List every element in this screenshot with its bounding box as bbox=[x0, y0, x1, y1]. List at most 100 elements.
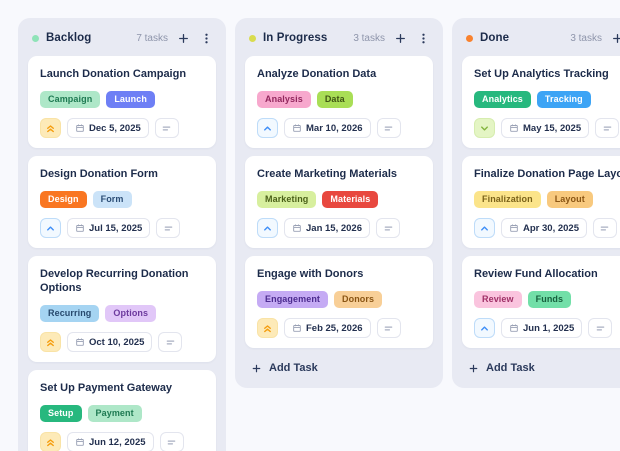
column-add-task-icon-button[interactable] bbox=[392, 30, 408, 46]
tag-list: Marketing Materials bbox=[257, 191, 421, 208]
tag: Form bbox=[92, 191, 132, 208]
due-date-badge: Feb 25, 2026 bbox=[284, 318, 371, 338]
calendar-icon bbox=[509, 323, 519, 333]
column-header: Done 3 tasks bbox=[462, 28, 620, 56]
column-title: Backlog bbox=[46, 32, 92, 44]
tag: Payment bbox=[87, 405, 142, 422]
calendar-icon bbox=[509, 223, 519, 233]
task-meta: Jun 12, 2025 bbox=[40, 432, 204, 451]
tag-list: Review Funds bbox=[474, 291, 620, 308]
column-menu-button[interactable] bbox=[198, 30, 214, 46]
column-menu-button[interactable] bbox=[415, 30, 431, 46]
task-meta: Mar 10, 2026 bbox=[257, 118, 421, 138]
column-status-dot bbox=[249, 34, 256, 42]
notes-badge bbox=[376, 318, 401, 338]
task-card[interactable]: Review Fund Allocation Review Funds Jun 1… bbox=[462, 256, 620, 348]
due-date-badge: Oct 10, 2025 bbox=[67, 332, 153, 352]
notes-icon bbox=[603, 126, 611, 130]
task-card[interactable]: Finalize Donation Page Layout Finalizati… bbox=[462, 156, 620, 248]
plus-icon bbox=[612, 33, 620, 43]
task-card[interactable]: Design Donation Form Design Form Jul 15, … bbox=[28, 156, 216, 248]
task-card[interactable]: Develop Recurring Donation Options Recur… bbox=[28, 256, 216, 362]
tag: Materials bbox=[322, 191, 379, 208]
column-header: Backlog 7 tasks bbox=[28, 28, 216, 56]
notes-icon bbox=[601, 226, 609, 230]
column-header: In Progress 3 tasks bbox=[245, 28, 433, 56]
tag: Design bbox=[40, 191, 87, 208]
chevron-up-icon bbox=[257, 118, 278, 138]
notes-badge bbox=[159, 432, 184, 451]
double-chevron-up-icon bbox=[257, 318, 278, 338]
add-task-button[interactable]: Add Task bbox=[462, 360, 539, 378]
add-task-button[interactable]: Add Task bbox=[245, 360, 322, 378]
column-add-task-icon-button[interactable] bbox=[175, 30, 191, 46]
tag: Recurring bbox=[40, 305, 100, 322]
task-card[interactable]: Create Marketing Materials Marketing Mate… bbox=[245, 156, 433, 248]
chevron-down-icon bbox=[474, 118, 495, 138]
due-date-badge: Dec 5, 2025 bbox=[67, 118, 149, 138]
task-title: Analyze Donation Data bbox=[257, 68, 377, 80]
task-card[interactable]: Analyze Donation Data Analysis Data Mar 1… bbox=[245, 56, 433, 148]
task-title: Design Donation Form bbox=[40, 168, 158, 180]
task-card[interactable]: Set Up Payment Gateway Setup Payment Jun … bbox=[28, 370, 216, 451]
task-title: Develop Recurring Donation Options bbox=[40, 268, 189, 294]
card-list: Set Up Analytics Tracking Analytics Track… bbox=[462, 56, 620, 348]
notes-icon bbox=[384, 326, 393, 330]
plus-icon bbox=[252, 364, 261, 372]
notes-icon bbox=[384, 126, 393, 130]
tag: Marketing bbox=[257, 191, 317, 208]
calendar-icon bbox=[75, 123, 85, 133]
due-date-text: Oct 10, 2025 bbox=[89, 336, 145, 348]
double-chevron-up-icon bbox=[40, 118, 61, 138]
tag: Donors bbox=[334, 291, 383, 308]
chevron-up-icon bbox=[257, 218, 278, 238]
due-date-text: Jan 15, 2026 bbox=[306, 222, 362, 234]
task-meta: Apr 30, 2025 bbox=[474, 218, 620, 238]
task-title: Engage with Donors bbox=[257, 268, 364, 280]
chevron-up-icon bbox=[474, 218, 495, 238]
kebab-menu-icon bbox=[421, 33, 425, 43]
task-title: Set Up Payment Gateway bbox=[40, 382, 173, 394]
kebab-menu-icon bbox=[204, 33, 208, 43]
task-meta: Jun 1, 2025 bbox=[474, 318, 620, 338]
notes-icon bbox=[596, 326, 605, 330]
tag: Data bbox=[316, 91, 353, 108]
calendar-icon bbox=[75, 337, 85, 347]
calendar-icon bbox=[292, 323, 302, 333]
column-add-task-icon-button[interactable] bbox=[609, 30, 620, 46]
notes-badge bbox=[595, 118, 620, 138]
card-list: Analyze Donation Data Analysis Data Mar 1… bbox=[245, 56, 433, 348]
column-status-dot bbox=[466, 34, 473, 42]
notes-icon bbox=[164, 226, 173, 230]
task-card[interactable]: Set Up Analytics Tracking Analytics Track… bbox=[462, 56, 620, 148]
plus-icon bbox=[395, 33, 405, 43]
due-date-text: Mar 10, 2026 bbox=[306, 122, 363, 134]
tag-list: Engagement Donors bbox=[257, 291, 421, 308]
due-date-badge: Apr 30, 2025 bbox=[501, 218, 587, 238]
due-date-badge: Mar 10, 2026 bbox=[284, 118, 371, 138]
calendar-icon bbox=[292, 123, 302, 133]
due-date-badge: May 15, 2025 bbox=[501, 118, 590, 138]
due-date-text: Dec 5, 2025 bbox=[89, 122, 141, 134]
column-title: Done bbox=[480, 32, 510, 44]
tag: Finalization bbox=[474, 191, 541, 208]
task-meta: Feb 25, 2026 bbox=[257, 318, 421, 338]
calendar-icon bbox=[75, 223, 85, 233]
due-date-badge: Jun 1, 2025 bbox=[501, 318, 583, 338]
task-card[interactable]: Launch Donation Campaign Campaign Launch … bbox=[28, 56, 216, 148]
due-date-text: Jun 12, 2025 bbox=[89, 436, 146, 448]
tag: Tracking bbox=[536, 91, 591, 108]
kanban-column-in-progress: In Progress 3 tasks Analyze Donation Dat… bbox=[235, 18, 443, 388]
task-title: Set Up Analytics Tracking bbox=[474, 68, 609, 80]
chevron-up-icon bbox=[474, 318, 495, 338]
task-meta: Dec 5, 2025 bbox=[40, 118, 204, 138]
tag: Setup bbox=[40, 405, 82, 422]
notes-badge bbox=[156, 218, 181, 238]
task-card[interactable]: Engage with Donors Engagement Donors Feb … bbox=[245, 256, 433, 348]
tag: Funds bbox=[527, 291, 572, 308]
notes-badge bbox=[158, 332, 183, 352]
kanban-column-backlog: Backlog 7 tasks Launch Donation Campaign… bbox=[18, 18, 226, 451]
column-status-dot bbox=[32, 34, 39, 42]
double-chevron-up-icon bbox=[40, 432, 61, 451]
